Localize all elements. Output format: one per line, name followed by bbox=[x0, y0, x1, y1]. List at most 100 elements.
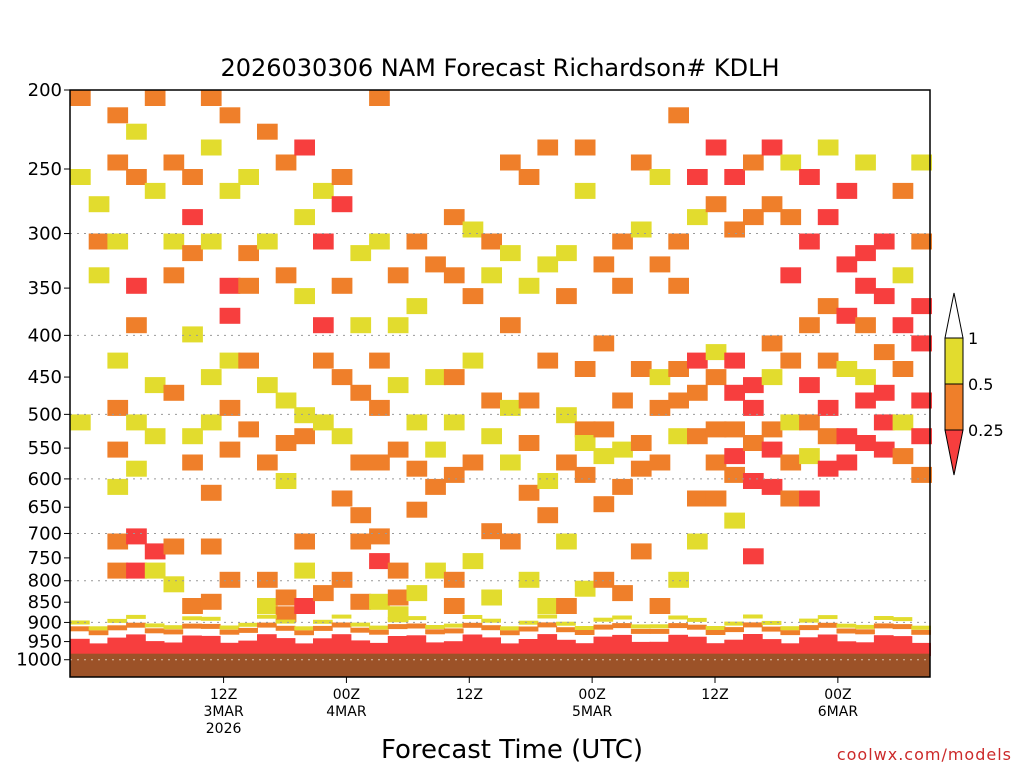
ri-cell bbox=[911, 392, 932, 409]
ri-cell bbox=[200, 484, 222, 501]
ri-cell bbox=[163, 154, 185, 171]
ri-cell bbox=[406, 233, 428, 250]
y-tick-label: 300 bbox=[28, 224, 62, 245]
y-tick-label: 350 bbox=[28, 278, 62, 299]
ri-cell bbox=[294, 643, 314, 657]
ri-cell bbox=[612, 277, 633, 294]
ri-cell bbox=[107, 533, 129, 550]
ri-cell bbox=[705, 454, 727, 471]
ri-cell bbox=[612, 634, 632, 657]
ri-cell bbox=[817, 622, 838, 628]
ri-cell bbox=[911, 233, 932, 250]
ri-cell bbox=[630, 460, 652, 477]
ri-cell bbox=[182, 598, 203, 614]
ri-cell bbox=[369, 553, 390, 570]
ri-cell bbox=[630, 543, 652, 560]
ri-cell bbox=[705, 344, 727, 361]
ri-cell bbox=[275, 589, 297, 606]
ri-cell bbox=[144, 377, 166, 394]
ri-cell bbox=[331, 634, 352, 657]
ri-cell bbox=[518, 626, 539, 632]
ri-cell bbox=[126, 528, 147, 545]
ri-cell bbox=[817, 399, 839, 416]
ri-cell bbox=[275, 625, 296, 631]
ri-cell bbox=[817, 428, 839, 445]
ri-cell bbox=[780, 154, 802, 171]
ri-cell bbox=[425, 478, 446, 495]
ri-cell bbox=[500, 454, 521, 471]
ri-cell bbox=[518, 169, 540, 185]
ri-cell bbox=[518, 571, 540, 588]
y-tick-label: 900 bbox=[28, 612, 62, 633]
ri-cell bbox=[219, 107, 241, 124]
ri-cell bbox=[163, 629, 184, 635]
ri-cell bbox=[350, 627, 371, 633]
ri-cell bbox=[836, 641, 857, 657]
ri-cell bbox=[705, 421, 727, 438]
ri-cell bbox=[518, 435, 540, 451]
ri-cell bbox=[313, 625, 333, 631]
ri-cell bbox=[537, 598, 559, 614]
ri-cell bbox=[836, 628, 857, 634]
ri-cell bbox=[481, 428, 502, 445]
ri-cell bbox=[705, 196, 727, 213]
ri-cell bbox=[144, 182, 166, 199]
ri-cell bbox=[70, 90, 91, 106]
ri-cell bbox=[537, 634, 558, 657]
ground-fill bbox=[70, 653, 930, 677]
ri-cell bbox=[705, 139, 727, 156]
ri-cell bbox=[163, 625, 184, 630]
ri-cell bbox=[630, 221, 652, 238]
y-tick-label: 800 bbox=[28, 571, 62, 592]
ri-cell bbox=[687, 617, 707, 622]
ri-cell bbox=[70, 638, 90, 657]
ri-cell bbox=[743, 548, 764, 565]
ri-cell bbox=[406, 460, 428, 477]
ri-cell bbox=[294, 598, 315, 614]
ri-cell bbox=[126, 614, 146, 619]
ri-cell bbox=[817, 209, 839, 226]
y-tick-label: 250 bbox=[28, 159, 62, 180]
ri-cell bbox=[630, 641, 651, 657]
ri-cell bbox=[126, 414, 147, 431]
ri-cell bbox=[443, 628, 464, 634]
colorbar-segment-above-1 bbox=[944, 292, 964, 339]
ri-cell bbox=[369, 454, 390, 471]
ri-cell bbox=[518, 484, 540, 501]
ri-cell bbox=[873, 623, 894, 629]
ri-cell bbox=[705, 369, 727, 386]
ri-cell bbox=[182, 623, 202, 629]
ri-cell bbox=[425, 369, 446, 386]
ri-cell bbox=[743, 209, 764, 226]
ri-cell bbox=[425, 441, 446, 458]
ri-cell bbox=[761, 626, 782, 632]
ri-cell bbox=[668, 634, 688, 657]
ri-cell bbox=[630, 628, 651, 634]
ri-cell bbox=[294, 428, 315, 445]
ri-cell bbox=[275, 619, 296, 624]
ri-cell bbox=[107, 637, 128, 657]
ri-cell bbox=[836, 454, 858, 471]
ri-cell bbox=[500, 643, 520, 657]
ri-cell bbox=[873, 384, 895, 401]
ri-cell bbox=[481, 233, 502, 250]
ri-cell bbox=[724, 421, 745, 438]
ri-cell bbox=[387, 636, 408, 657]
ri-cell bbox=[406, 616, 427, 621]
ri-cell bbox=[817, 352, 839, 369]
ri-cell bbox=[425, 625, 445, 629]
ri-cell bbox=[593, 624, 614, 630]
ri-cell bbox=[70, 626, 90, 632]
ri-cell bbox=[144, 628, 165, 634]
ri-cell bbox=[855, 642, 875, 657]
ri-cell bbox=[630, 361, 652, 377]
ri-cell bbox=[855, 245, 876, 262]
ri-cell bbox=[668, 277, 689, 294]
ri-cell bbox=[182, 428, 203, 445]
ri-cell bbox=[443, 267, 465, 284]
ri-cell bbox=[612, 233, 633, 250]
ri-cell bbox=[574, 435, 596, 451]
ri-cell bbox=[649, 169, 671, 185]
x-tick-label: 12Z bbox=[210, 687, 237, 703]
